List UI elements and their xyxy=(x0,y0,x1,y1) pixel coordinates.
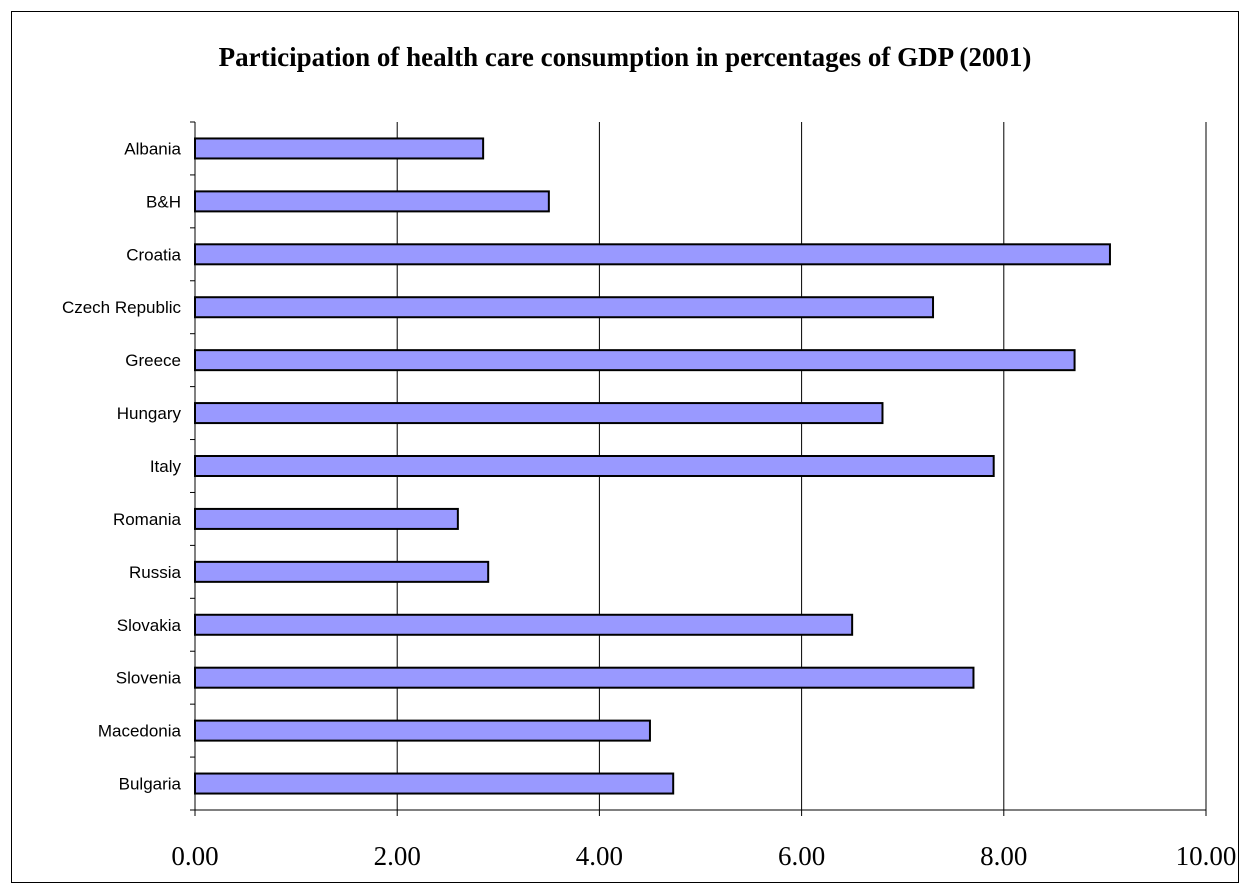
category-label: B&H xyxy=(146,192,181,211)
chart-title: Participation of health care consumption… xyxy=(218,42,1032,72)
category-label: Slovakia xyxy=(117,616,182,635)
bar xyxy=(194,455,995,477)
x-tick-label: 0.00 xyxy=(171,841,218,871)
category-label: Czech Republic xyxy=(62,298,182,317)
category-label: Albania xyxy=(124,139,181,158)
category-label: Romania xyxy=(113,510,182,529)
x-tick-label: 6.00 xyxy=(778,841,825,871)
category-label: Bulgaria xyxy=(119,775,182,794)
category-label: Hungary xyxy=(117,404,182,423)
bar xyxy=(194,560,490,583)
bar xyxy=(194,243,1111,266)
bar xyxy=(194,772,675,795)
category-label: Greece xyxy=(125,351,181,370)
bar xyxy=(194,296,935,319)
bar xyxy=(194,137,485,160)
bar xyxy=(194,190,550,213)
x-tick-label: 8.00 xyxy=(980,841,1027,871)
bar xyxy=(194,613,854,636)
category-label: Slovenia xyxy=(116,669,182,688)
bar xyxy=(194,666,975,689)
x-tick-label: 10.00 xyxy=(1176,841,1237,871)
bar xyxy=(194,719,651,742)
bar xyxy=(194,349,1076,372)
category-label: Russia xyxy=(129,563,182,582)
bar xyxy=(194,507,459,530)
x-tick-label: 4.00 xyxy=(576,841,623,871)
x-tick-label: 2.00 xyxy=(374,841,421,871)
category-label: Italy xyxy=(150,457,182,476)
category-label: Croatia xyxy=(126,245,181,264)
bar xyxy=(194,402,884,425)
category-label: Macedonia xyxy=(98,722,182,741)
